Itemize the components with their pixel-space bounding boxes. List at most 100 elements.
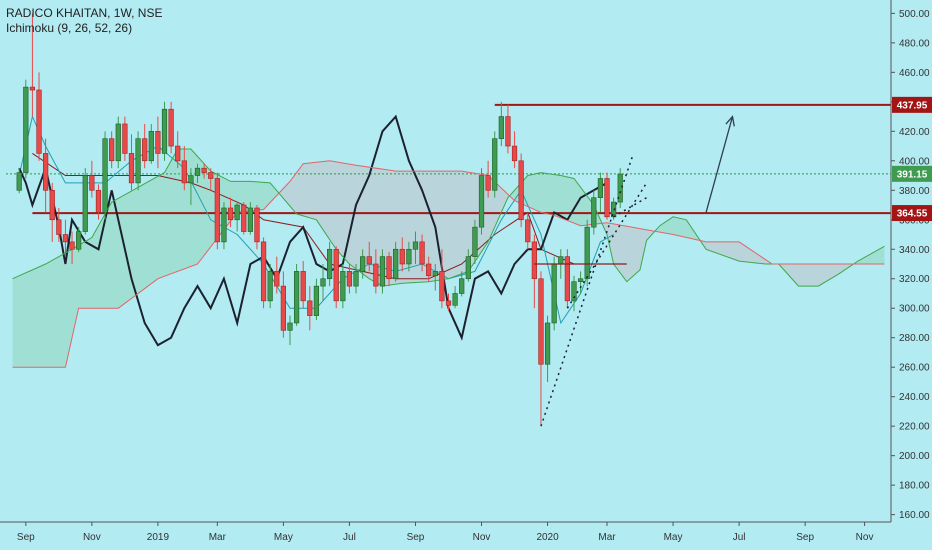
candle xyxy=(379,249,386,294)
candle xyxy=(525,212,531,250)
candle-body xyxy=(56,219,62,235)
x-tick-label: Jul xyxy=(343,532,356,543)
candle-body xyxy=(597,178,604,198)
candle xyxy=(36,72,42,161)
candle xyxy=(102,131,108,220)
candle-body xyxy=(241,204,247,232)
y-tick-label: 300.00 xyxy=(899,304,930,315)
candle-body xyxy=(584,226,590,280)
candle xyxy=(307,286,313,331)
candle xyxy=(56,207,62,242)
candle xyxy=(194,163,201,183)
candle xyxy=(155,116,161,169)
y-tick-label: 200.00 xyxy=(899,451,930,462)
indicator-label[interactable]: Ichimoku (9, 26, 52, 26) xyxy=(6,21,133,35)
candle xyxy=(23,79,29,179)
y-tick-label: 260.00 xyxy=(899,363,930,374)
candle-body xyxy=(201,167,207,173)
x-tick-label: May xyxy=(664,532,683,543)
candle-body xyxy=(320,278,326,287)
candle xyxy=(254,205,260,250)
candle-body xyxy=(148,131,154,162)
candle xyxy=(327,241,333,287)
candle xyxy=(142,123,148,169)
x-tick-label: Sep xyxy=(796,532,814,543)
candle xyxy=(214,172,220,250)
y-tick-label: 160.00 xyxy=(899,510,930,521)
price-tag-label: 364.55 xyxy=(897,209,928,220)
tag-layer: 437.95 364.55 391.15 xyxy=(892,96,932,222)
candle xyxy=(287,315,293,346)
candle xyxy=(511,131,518,169)
candle xyxy=(518,153,524,228)
candle-body xyxy=(76,231,82,250)
candle xyxy=(406,241,412,272)
candle-body xyxy=(465,256,471,280)
candle-body xyxy=(29,86,36,91)
candle xyxy=(538,271,544,427)
candle xyxy=(161,101,168,161)
candle-body xyxy=(426,263,432,277)
candle-body xyxy=(571,281,577,302)
candle xyxy=(320,264,326,301)
candle-body xyxy=(531,241,537,280)
candle-body xyxy=(544,322,551,365)
candle-body xyxy=(459,278,465,294)
candle-layer xyxy=(16,13,623,427)
candle xyxy=(551,256,557,331)
candle xyxy=(465,249,471,282)
candle-body xyxy=(227,207,234,221)
y-tick-label: 480.00 xyxy=(899,38,930,49)
price-tag xyxy=(892,165,932,182)
candle xyxy=(617,168,623,208)
candle xyxy=(485,160,491,198)
candle xyxy=(128,134,135,191)
candle-body xyxy=(69,241,75,250)
candle-body xyxy=(498,116,504,139)
x-tick-label: Jul xyxy=(733,532,746,543)
y-tick-label: 340.00 xyxy=(899,245,930,256)
candle-body xyxy=(234,204,240,221)
x-tick-label: 2019 xyxy=(147,532,170,543)
candle-body xyxy=(109,138,115,162)
y-tick-label: 280.00 xyxy=(899,333,930,344)
candle-body xyxy=(353,271,359,287)
candle xyxy=(591,190,597,235)
candle xyxy=(208,168,214,191)
candle xyxy=(472,219,478,264)
candle xyxy=(577,271,584,294)
candle-body xyxy=(135,138,141,184)
candle-body xyxy=(518,160,524,221)
candle-body xyxy=(538,278,544,365)
candle-body xyxy=(168,108,174,147)
candle-body xyxy=(373,263,379,287)
candle xyxy=(221,202,227,250)
candle xyxy=(373,249,379,294)
candle xyxy=(175,131,181,169)
candle-body xyxy=(16,172,22,191)
candle xyxy=(181,146,187,191)
candle xyxy=(293,264,300,326)
y-tick-label: 460.00 xyxy=(899,68,930,79)
candle xyxy=(604,172,610,220)
x-tick-label: Nov xyxy=(473,532,491,543)
candle xyxy=(29,13,36,117)
candle xyxy=(62,219,69,257)
candle-body xyxy=(511,145,518,162)
candle xyxy=(419,234,425,272)
candle-body xyxy=(505,116,511,147)
candle-body xyxy=(472,226,478,257)
arrow-head xyxy=(725,115,735,127)
candle xyxy=(498,101,504,147)
candle xyxy=(247,202,253,235)
candle-body xyxy=(419,241,425,265)
candle-body xyxy=(36,89,42,154)
candle xyxy=(478,168,485,235)
candle xyxy=(333,246,339,309)
candle xyxy=(445,293,452,312)
candle xyxy=(201,163,207,179)
series-line xyxy=(12,148,885,287)
candle xyxy=(571,275,577,312)
series-line xyxy=(12,160,885,368)
